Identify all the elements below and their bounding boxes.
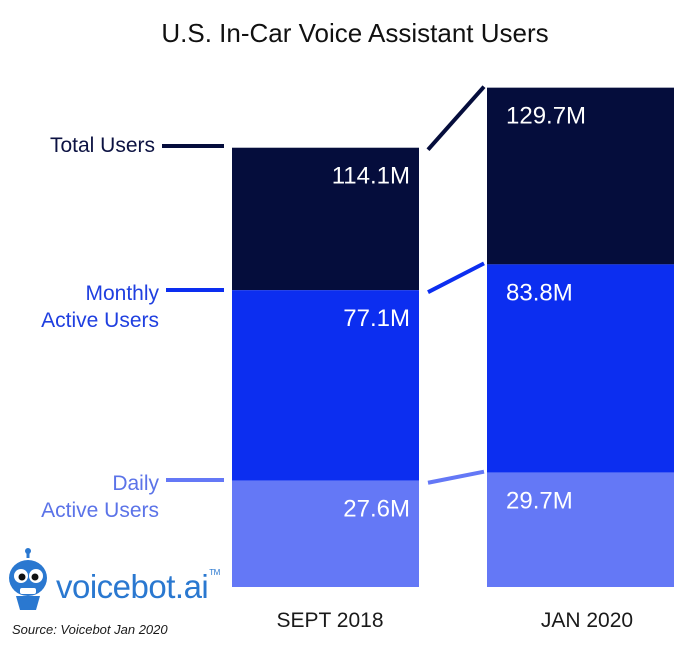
value-label-total-users-0: 114.1M <box>332 163 410 190</box>
category-label-jan-2020: JAN 2020 <box>541 609 633 632</box>
row-label-daily-line2: Active Users <box>41 499 159 522</box>
logo-wordmark: voicebot.aiTM <box>56 568 220 605</box>
connectors-group <box>426 85 486 485</box>
row-label-monthly-line2: Active Users <box>41 309 159 332</box>
row-label-daily-line1: Daily <box>112 472 159 495</box>
chart-title: U.S. In-Car Voice Assistant Users <box>161 18 548 48</box>
bars-group: 114.1M 77.1M 27.6M 129.7M 83.8M 29.7M <box>232 87 674 587</box>
row-label-monthly-line1: Monthly <box>85 282 159 305</box>
connector-daily-active-users <box>427 469 485 485</box>
bar-segment-daily-active-users-1 <box>487 472 674 587</box>
robot-mascot-icon <box>9 548 47 610</box>
category-label-sept-2018: SEPT 2018 <box>276 609 383 632</box>
bar-segment-daily-active-users-0 <box>232 480 419 587</box>
bar-segment-total-users-1 <box>487 87 674 265</box>
connector-monthly-active-users <box>427 261 485 294</box>
bar-segment-total-users-0 <box>232 147 419 291</box>
bar-segment-monthly-active-users-1 <box>487 264 674 473</box>
row-label-total-users: Total Users <box>50 134 155 157</box>
value-label-monthly-active-users-0: 77.1M <box>343 305 410 332</box>
connector-total-users <box>426 85 486 152</box>
value-label-daily-active-users-0: 27.6M <box>343 496 410 523</box>
value-label-total-users-1: 129.7M <box>506 103 586 130</box>
source-note: Source: Voicebot Jan 2020 <box>12 622 168 637</box>
bar-segment-monthly-active-users-0 <box>232 290 419 481</box>
value-label-daily-active-users-1: 29.7M <box>506 488 573 515</box>
voicebot-logo: voicebot.aiTM <box>8 548 220 618</box>
value-label-monthly-active-users-1: 83.8M <box>506 279 573 306</box>
